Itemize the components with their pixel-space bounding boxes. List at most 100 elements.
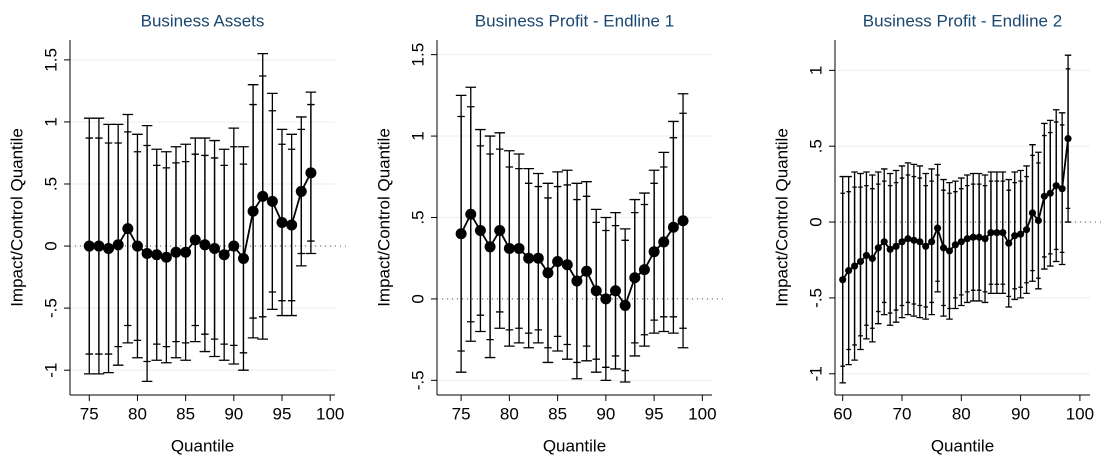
- point: [494, 225, 506, 237]
- point: [880, 238, 888, 246]
- point: [103, 243, 115, 255]
- point: [939, 244, 948, 252]
- point: [922, 242, 930, 250]
- point: [465, 208, 477, 220]
- point: [874, 244, 882, 252]
- point: [928, 238, 936, 246]
- x-tick-label: 85: [176, 404, 195, 423]
- panel-title: Business Assets: [141, 11, 265, 30]
- x-tick-label: 80: [500, 404, 519, 423]
- point: [209, 243, 221, 255]
- point: [600, 293, 612, 305]
- point: [247, 205, 259, 217]
- y-tick-label: -.5: [41, 298, 60, 318]
- x-axis-label: Quantile: [543, 436, 606, 455]
- point: [474, 225, 486, 237]
- x-tick-label: 100: [1066, 404, 1094, 423]
- x-tick-label: 90: [596, 404, 615, 423]
- point: [160, 251, 172, 263]
- y-tick-label: -1: [41, 363, 60, 378]
- point: [257, 190, 269, 202]
- y-tick-label: .5: [408, 210, 427, 224]
- point: [1034, 216, 1042, 225]
- y-tick-label: 0: [806, 217, 825, 226]
- point: [305, 167, 317, 179]
- point: [1005, 239, 1013, 247]
- x-tick-label: 60: [833, 404, 852, 423]
- point: [503, 242, 515, 254]
- point: [131, 240, 143, 252]
- x-tick-label: 90: [1011, 404, 1030, 423]
- point: [677, 215, 689, 227]
- point: [868, 254, 876, 263]
- point: [83, 240, 95, 252]
- point: [266, 195, 278, 207]
- point: [904, 235, 912, 243]
- panel-title: Business Profit - Endline 2: [863, 11, 1062, 30]
- y-axis-label: Impact/Control Quantile: [772, 128, 791, 307]
- y-tick-label: -.5: [806, 288, 825, 308]
- point: [981, 235, 989, 243]
- point: [910, 236, 918, 244]
- point: [667, 221, 679, 233]
- point: [898, 238, 906, 246]
- x-axis-label: Quantile: [171, 436, 234, 455]
- point: [1022, 226, 1031, 234]
- x-tick-label: 75: [452, 404, 471, 423]
- point: [455, 228, 467, 240]
- x-tick-label: 100: [316, 404, 344, 423]
- y-tick-label: -.5: [408, 370, 427, 390]
- point: [228, 240, 240, 252]
- point: [1046, 189, 1054, 197]
- point: [180, 246, 192, 258]
- point: [276, 216, 288, 228]
- y-tick-label: 0: [41, 241, 60, 250]
- x-tick-label: 90: [224, 404, 243, 423]
- point: [590, 285, 602, 297]
- point: [561, 259, 573, 271]
- point: [619, 299, 631, 311]
- panel: Business Profit - Endline 1 -.5 0 .5 1 1.5 75 8…: [374, 11, 724, 455]
- point: [286, 219, 298, 231]
- point: [975, 233, 983, 241]
- point: [571, 275, 583, 287]
- point: [542, 267, 554, 279]
- point: [513, 242, 525, 254]
- point: [151, 249, 163, 261]
- point: [218, 249, 230, 261]
- x-axis-label: Quantile: [931, 436, 994, 455]
- y-tick-label: .5: [806, 139, 825, 153]
- x-tick-label: 80: [952, 404, 971, 423]
- point: [945, 247, 954, 255]
- point: [957, 238, 965, 246]
- point: [199, 239, 211, 251]
- point: [295, 185, 307, 197]
- y-tick-label: 1: [41, 117, 60, 126]
- panel-title: Business Profit - Endline 1: [475, 11, 674, 30]
- point: [484, 241, 496, 253]
- x-tick-label: 85: [548, 404, 567, 423]
- y-tick-label: .5: [41, 177, 60, 191]
- point: [610, 285, 622, 297]
- point: [1064, 135, 1072, 143]
- x-tick-label: 95: [273, 404, 292, 423]
- point: [629, 272, 641, 284]
- point: [892, 242, 900, 250]
- line: [460, 212, 684, 308]
- x-tick-label: 95: [645, 404, 664, 423]
- panel: Business Assets -1 -.5 0 .5 1 1.5 75 80 85 90 95 100…: [7, 11, 347, 455]
- point: [999, 229, 1007, 237]
- point: [1028, 209, 1037, 217]
- point: [1058, 185, 1066, 193]
- y-axis-label: Impact/Control Quantile: [374, 128, 393, 307]
- point: [862, 251, 870, 259]
- x-tick-label: 80: [128, 404, 147, 423]
- point: [1052, 182, 1060, 190]
- y-tick-label: -1: [806, 366, 825, 381]
- y-tick-label: 1: [806, 66, 825, 75]
- y-tick-label: 1.5: [408, 43, 427, 67]
- point: [658, 236, 670, 248]
- point: [845, 267, 853, 275]
- y-axis-label: Impact/Control Quantile: [7, 128, 26, 307]
